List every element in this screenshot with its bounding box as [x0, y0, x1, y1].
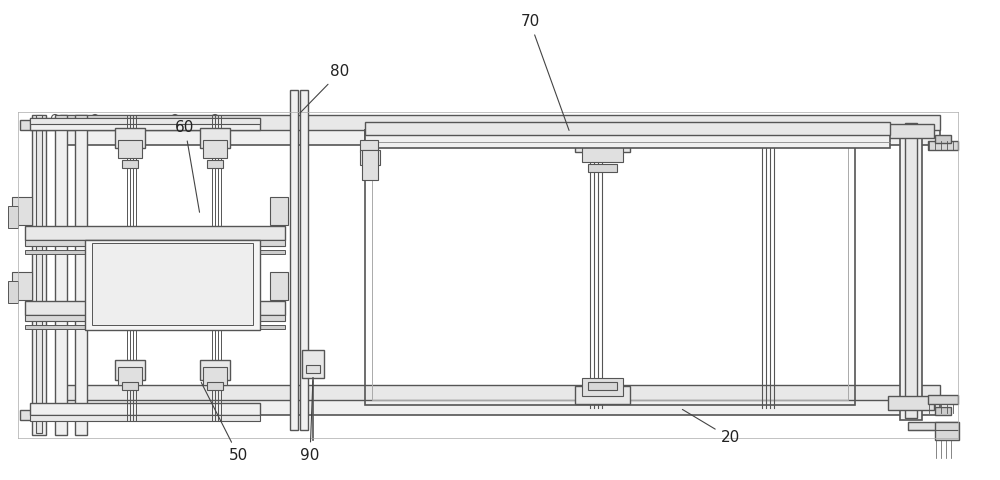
Bar — [8, 281, 18, 303]
Bar — [290, 90, 298, 430]
Bar — [122, 160, 138, 168]
Bar — [270, 197, 288, 225]
Bar — [588, 164, 617, 172]
Bar — [203, 140, 227, 158]
Bar — [575, 386, 630, 404]
Bar — [25, 315, 285, 321]
Bar — [360, 150, 380, 165]
Bar — [935, 407, 951, 415]
Bar — [12, 272, 32, 300]
Bar — [30, 118, 260, 130]
Bar — [928, 395, 958, 404]
Bar — [30, 403, 260, 415]
Bar — [365, 130, 855, 405]
Bar — [115, 128, 145, 148]
Text: 50: 50 — [201, 383, 248, 463]
Bar — [888, 396, 934, 410]
Bar — [270, 272, 288, 300]
Bar — [85, 240, 260, 330]
Bar — [900, 130, 922, 420]
Bar — [25, 250, 285, 254]
Bar — [908, 422, 958, 430]
Text: 80: 80 — [300, 64, 350, 113]
Bar — [36, 115, 42, 433]
Bar — [582, 378, 623, 396]
Text: 90: 90 — [300, 381, 320, 463]
Bar — [582, 144, 623, 162]
Bar — [30, 415, 260, 421]
Bar — [92, 243, 253, 325]
Bar — [25, 301, 285, 315]
Bar — [8, 206, 18, 228]
Bar — [60, 395, 940, 415]
Bar — [935, 422, 959, 440]
Bar — [575, 134, 630, 152]
Text: 20: 20 — [682, 409, 740, 445]
Bar — [60, 123, 940, 145]
Bar — [118, 367, 142, 385]
Bar — [12, 197, 32, 225]
Bar — [200, 128, 230, 148]
Bar — [207, 160, 223, 168]
Bar — [365, 122, 890, 135]
Bar — [362, 150, 378, 180]
Bar — [55, 115, 67, 435]
Bar — [60, 115, 940, 130]
Bar — [25, 325, 285, 329]
Bar — [935, 135, 951, 143]
Bar — [888, 124, 934, 138]
Bar — [20, 410, 60, 420]
Bar — [20, 120, 60, 130]
Bar — [122, 382, 138, 390]
Bar — [928, 141, 958, 150]
Bar — [207, 382, 223, 390]
Bar — [588, 382, 617, 390]
Bar — [905, 123, 917, 418]
Bar — [32, 115, 46, 435]
Text: 70: 70 — [520, 14, 569, 131]
Bar — [25, 240, 285, 246]
Bar — [302, 350, 324, 378]
Bar — [60, 385, 940, 400]
Bar — [306, 365, 320, 373]
Bar — [115, 360, 145, 380]
Bar — [372, 134, 848, 400]
Bar — [200, 360, 230, 380]
Bar — [118, 140, 142, 158]
Bar — [360, 140, 378, 152]
Bar — [75, 115, 87, 435]
Text: 60: 60 — [175, 120, 200, 212]
Bar — [30, 118, 260, 124]
Bar — [203, 367, 227, 385]
Bar — [25, 226, 285, 240]
Bar — [300, 90, 308, 430]
Bar — [365, 130, 890, 148]
